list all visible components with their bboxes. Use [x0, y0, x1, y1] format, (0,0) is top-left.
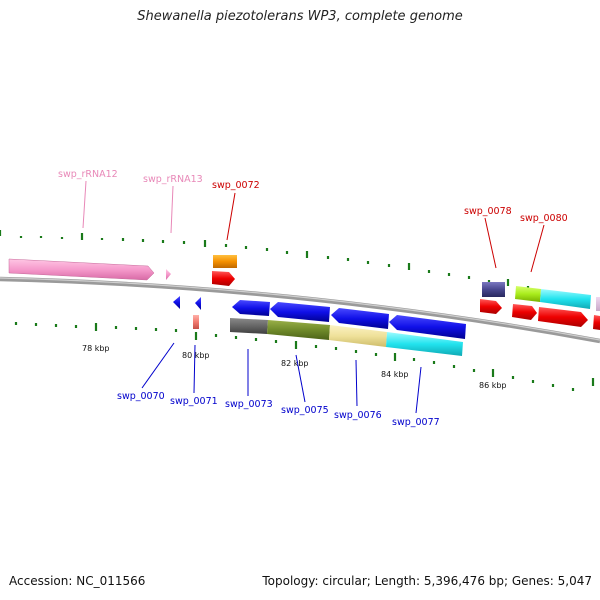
label-swp_0072[interactable]: swp_0072 — [212, 180, 260, 191]
top-label-leaders — [82, 180, 545, 273]
bottom-gene-labels: swp_0070 swp_0071 swp_0073 swp_0075 swp_… — [117, 391, 440, 428]
gene-blue-1[interactable] — [232, 300, 270, 316]
label-swp_0071[interactable]: swp_0071 — [170, 396, 218, 407]
label-swp_0078[interactable]: swp_0078 — [464, 206, 512, 217]
label-swp_0076[interactable]: swp_0076 — [334, 410, 382, 421]
gene-swp_0078-red[interactable] — [480, 299, 502, 314]
reverse-strand-genes — [173, 296, 466, 356]
bottom-label-leaders — [141, 342, 422, 414]
tick-label-84kbp: 84 kbp — [381, 370, 409, 379]
label-swp_0077[interactable]: swp_0077 — [392, 417, 440, 428]
gene-swp_0080-red-a[interactable] — [512, 304, 537, 320]
gene-swp_0080-red-b[interactable] — [538, 307, 588, 327]
gene-swp_0073[interactable] — [230, 318, 268, 334]
tick-label-78kbp: 78 kbp — [82, 344, 110, 353]
gene-swp_0071[interactable] — [193, 315, 199, 329]
genome-backbone — [0, 276, 600, 344]
tick-labels: 78 kbp 80 kbp 82 kbp 84 kbp 86 kbp — [82, 344, 507, 390]
gene-swp_0072[interactable] — [212, 271, 235, 286]
gene-swp_0070-b[interactable] — [195, 297, 201, 310]
outer-tick-track — [0, 230, 590, 301]
gene-swp_rRNA12[interactable] — [8, 258, 155, 281]
gene-swp_rRNA13[interactable] — [166, 269, 171, 280]
genome-summary-text: Topology: circular; Length: 5,396,476 bp… — [262, 574, 592, 588]
gene-swp_0072-orange[interactable] — [213, 255, 237, 268]
gene-blue-3[interactable] — [331, 308, 389, 329]
tick-label-86kbp: 86 kbp — [479, 381, 507, 390]
label-swp_rRNA12[interactable]: swp_rRNA12 — [58, 169, 118, 180]
gene-swp_0076[interactable] — [329, 325, 387, 347]
tick-label-82kbp: 82 kbp — [281, 359, 309, 368]
gene-swp_0075[interactable] — [267, 320, 330, 340]
inner-tick-track — [14, 322, 595, 391]
gene-edge-red[interactable] — [593, 315, 600, 330]
map-title: Shewanella piezotolerans WP3, complete g… — [137, 9, 463, 24]
label-swp_0080[interactable]: swp_0080 — [520, 213, 568, 224]
gene-swp_0080[interactable] — [515, 286, 541, 302]
gene-edge-lilac[interactable] — [596, 297, 600, 311]
label-swp_0070[interactable]: swp_0070 — [117, 391, 165, 402]
top-gene-labels: swp_rRNA12 swp_rRNA13 swp_0072 swp_0078 … — [58, 169, 568, 224]
gene-blue-4[interactable] — [389, 315, 466, 339]
gene-swp_0078[interactable] — [482, 282, 505, 297]
accession-text: Accession: NC_011566 — [9, 574, 146, 588]
label-swp_0073[interactable]: swp_0073 — [225, 399, 273, 410]
gene-swp_0070[interactable] — [173, 296, 180, 309]
gene-swp_0080-cyan[interactable] — [540, 289, 591, 309]
tick-label-80kbp: 80 kbp — [182, 351, 210, 360]
gene-blue-2[interactable] — [270, 302, 330, 322]
label-swp_0075[interactable]: swp_0075 — [281, 405, 329, 416]
forward-strand-genes — [8, 255, 600, 330]
label-swp_rRNA13[interactable]: swp_rRNA13 — [143, 174, 203, 185]
gene-swp_0077[interactable] — [386, 332, 463, 356]
